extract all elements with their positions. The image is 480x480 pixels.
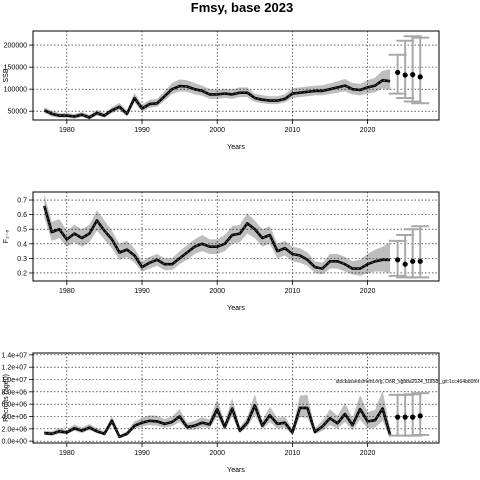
fbar-ytick-label: 0.6 bbox=[17, 212, 27, 219]
recruits-yaxis-label: Recruits (age0) bbox=[3, 374, 10, 422]
ssb-estimate-dash bbox=[44, 79, 391, 118]
panel-ssb: 1980 1990 2000 2010 2020 50000 100000 150000 200… bbox=[3, 30, 440, 151]
fbar-projection-point bbox=[402, 261, 408, 267]
recruits-ytick-label: 4.0e+06 bbox=[2, 414, 28, 421]
recruits-confidence-band bbox=[44, 390, 391, 439]
ssb-projection-point bbox=[402, 72, 408, 78]
fbar-confidence-band bbox=[44, 194, 391, 276]
fbar-plot-frame bbox=[32, 191, 440, 282]
recruits-ytick-label: 1.0e+07 bbox=[2, 377, 28, 384]
recruits-ytick-label: 1.4e+07 bbox=[2, 352, 28, 359]
recruits-xtick-label: 2000 bbox=[209, 450, 225, 457]
recruits-ytick-label: 8.0e+06 bbox=[2, 389, 28, 396]
recruits-xtick-label: 2020 bbox=[360, 450, 376, 457]
fbar-xtick-label: 2010 bbox=[285, 288, 301, 295]
ssb-yaxis-label: SSB bbox=[3, 68, 10, 82]
fbar-projection-point bbox=[417, 258, 423, 264]
recruits-ytick-label: 2.0e+06 bbox=[2, 426, 28, 433]
recruits-ytick-label: 0.0e+00 bbox=[2, 439, 28, 446]
fbar-yaxis-label: F₂₋₆ bbox=[3, 230, 10, 244]
ssb-projection-point bbox=[410, 72, 416, 78]
fbar-ytick-label: 0.4 bbox=[17, 241, 27, 248]
fbar-estimate-dash bbox=[43, 205, 391, 270]
recruits-projection-point bbox=[417, 413, 423, 419]
recruits-projection-point bbox=[402, 414, 408, 420]
ssb-projection-point bbox=[417, 74, 423, 80]
ssb-xtick-label: 2000 bbox=[209, 127, 225, 134]
recruits-ytick-label: 6.0e+06 bbox=[2, 402, 28, 409]
ssb-plot-frame bbox=[32, 30, 440, 121]
ssb-ytick-label: 50000 bbox=[8, 109, 28, 116]
fbar-xaxis-label: Years bbox=[227, 305, 245, 312]
ssb-ytick-label: 150000 bbox=[4, 65, 27, 72]
figure-title: Fmsy, base 2023 bbox=[191, 0, 293, 15]
recruits-xtick-label: 1990 bbox=[134, 450, 150, 457]
recruits-xtick-label: 2010 bbox=[285, 450, 301, 457]
recruits-xtick-label: 1980 bbox=[59, 450, 75, 457]
fbar-projection-point bbox=[410, 258, 416, 264]
recruits-estimate-dash bbox=[44, 404, 391, 438]
recruits-xaxis-label: Years bbox=[227, 467, 245, 474]
recruits-ytick-label: 1.2e+07 bbox=[2, 365, 28, 372]
ssb-xtick-label: 1990 bbox=[134, 127, 150, 134]
recruits-plot-frame bbox=[32, 352, 440, 444]
fbar-projection-point bbox=[395, 257, 401, 263]
fbar-ytick-label: 0.5 bbox=[17, 227, 27, 234]
fbar-ytick-label: 0.7 bbox=[17, 198, 27, 205]
fbar-xtick-label: 1990 bbox=[134, 288, 150, 295]
ssb-projection-point bbox=[395, 69, 401, 76]
recruits-projection-point bbox=[395, 414, 401, 420]
fbar-ytick-label: 0.3 bbox=[17, 256, 27, 263]
panel-recruits: 1980 1990 2000 2010 2020 0.0e+00 2.0e+06 4.0e+0… bbox=[2, 352, 440, 474]
recruits-projection-point bbox=[410, 414, 416, 420]
ssb-xtick-label: 2020 bbox=[360, 127, 376, 134]
panels: 1980 1990 2000 2010 2020 50000 100000 150000 200… bbox=[2, 30, 480, 474]
footnote: stockassessment.org, DoR_sgbba2024_f1858… bbox=[336, 379, 480, 385]
ssb-xtick-label: 1980 bbox=[59, 127, 75, 134]
ssb-ytick-label: 100000 bbox=[4, 87, 27, 94]
fbar-ytick-label: 0.2 bbox=[17, 270, 27, 277]
ssb-xtick-label: 2010 bbox=[285, 127, 301, 134]
ssb-ytick-label: 200000 bbox=[4, 43, 27, 50]
panel-fbar: 1980 1990 2000 2010 2020 0.2 0.3 0.4 0.5 0.6 0.7 Ye… bbox=[3, 191, 440, 312]
ssb-xaxis-label: Years bbox=[227, 144, 245, 151]
fbar-xtick-label: 2020 bbox=[360, 288, 376, 295]
fbar-xtick-label: 2000 bbox=[209, 288, 225, 295]
fbar-xtick-label: 1980 bbox=[59, 288, 75, 295]
